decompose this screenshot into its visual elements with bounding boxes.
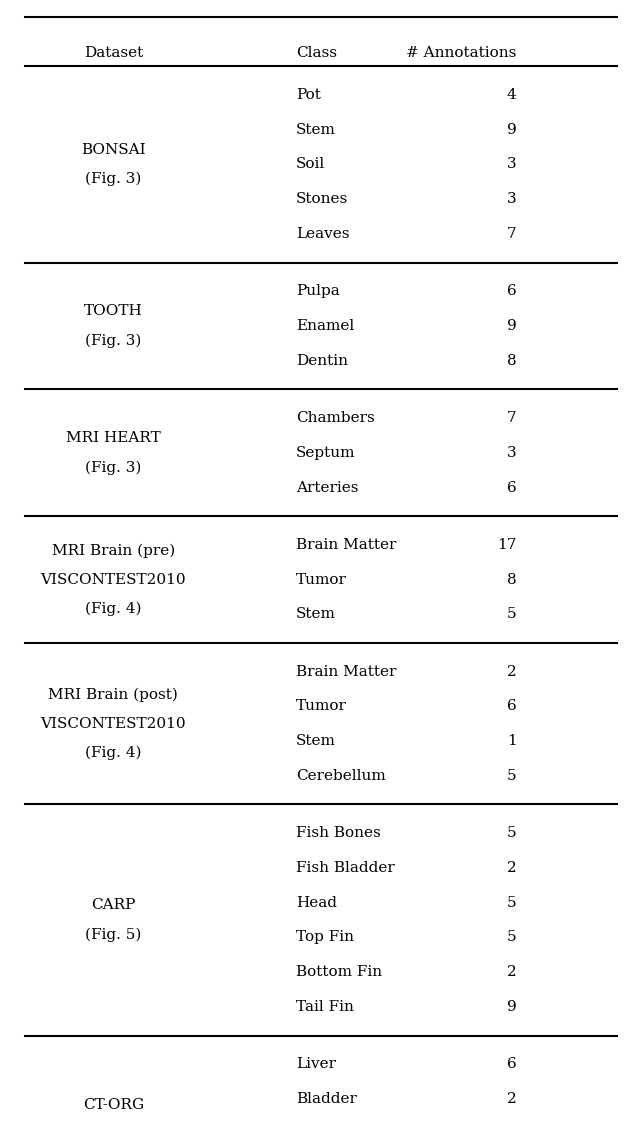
- Text: CT-ORG: CT-ORG: [83, 1097, 144, 1112]
- Text: VISCONTEST2010: VISCONTEST2010: [40, 572, 186, 587]
- Text: 7: 7: [507, 411, 517, 425]
- Text: 5: 5: [507, 769, 517, 783]
- Text: (Fig. 3): (Fig. 3): [85, 333, 142, 348]
- Text: Brain Matter: Brain Matter: [296, 664, 396, 679]
- Text: 3: 3: [507, 445, 517, 460]
- Text: Bottom Fin: Bottom Fin: [296, 965, 382, 980]
- Text: Stem: Stem: [296, 122, 336, 137]
- Text: Dataset: Dataset: [84, 46, 143, 59]
- Text: (Fig. 4): (Fig. 4): [85, 601, 142, 616]
- Text: 7: 7: [507, 227, 517, 241]
- Text: 8: 8: [507, 572, 517, 587]
- Text: Tail Fin: Tail Fin: [296, 1000, 354, 1014]
- Text: 6: 6: [507, 284, 517, 298]
- Text: (Fig. 3): (Fig. 3): [85, 460, 142, 475]
- Text: 17: 17: [497, 537, 517, 552]
- Text: Liver: Liver: [296, 1057, 336, 1072]
- Text: 5: 5: [507, 607, 517, 622]
- Text: 9: 9: [507, 319, 517, 333]
- Text: Tumor: Tumor: [296, 572, 347, 587]
- Text: Class: Class: [296, 46, 337, 59]
- Text: 6: 6: [507, 699, 517, 714]
- Text: (Fig. 5): (Fig. 5): [85, 928, 142, 941]
- Text: 2: 2: [507, 965, 517, 980]
- Text: 8: 8: [507, 353, 517, 368]
- Text: MRI Brain (pre): MRI Brain (pre): [52, 543, 175, 558]
- Text: Bladder: Bladder: [296, 1092, 357, 1106]
- Text: 9: 9: [507, 1000, 517, 1014]
- Text: TOOTH: TOOTH: [84, 304, 143, 319]
- Text: CARP: CARP: [91, 899, 135, 912]
- Text: Chambers: Chambers: [296, 411, 375, 425]
- Text: Leaves: Leaves: [296, 227, 350, 241]
- Text: Stem: Stem: [296, 607, 336, 622]
- Text: 2: 2: [507, 861, 517, 875]
- Text: 4: 4: [507, 88, 517, 102]
- Text: Pulpa: Pulpa: [296, 284, 340, 298]
- Text: Enamel: Enamel: [296, 319, 354, 333]
- Text: 5: 5: [507, 826, 517, 840]
- Text: 5: 5: [507, 895, 517, 910]
- Text: Dentin: Dentin: [296, 353, 348, 368]
- Text: Stem: Stem: [296, 734, 336, 748]
- Text: MRI HEART: MRI HEART: [66, 431, 161, 445]
- Text: Fish Bladder: Fish Bladder: [296, 861, 395, 875]
- Text: Fish Bones: Fish Bones: [296, 826, 381, 840]
- Text: (Fig. 4): (Fig. 4): [85, 746, 142, 760]
- Text: 3: 3: [507, 192, 517, 206]
- Text: Arteries: Arteries: [296, 480, 358, 495]
- Text: 5: 5: [507, 930, 517, 945]
- Text: Stones: Stones: [296, 192, 348, 206]
- Text: (Fig. 3): (Fig. 3): [85, 172, 142, 186]
- Text: Pot: Pot: [296, 88, 321, 102]
- Text: 6: 6: [507, 1057, 517, 1072]
- Text: Brain Matter: Brain Matter: [296, 537, 396, 552]
- Text: 3: 3: [507, 157, 517, 172]
- Text: 9: 9: [507, 122, 517, 137]
- Text: Head: Head: [296, 895, 337, 910]
- Text: MRI Brain (post): MRI Brain (post): [49, 688, 178, 701]
- Text: 1: 1: [507, 734, 517, 748]
- Text: Top Fin: Top Fin: [296, 930, 354, 945]
- Text: Cerebellum: Cerebellum: [296, 769, 386, 783]
- Text: 6: 6: [507, 480, 517, 495]
- Text: VISCONTEST2010: VISCONTEST2010: [40, 717, 186, 730]
- Text: Tumor: Tumor: [296, 699, 347, 714]
- Text: Septum: Septum: [296, 445, 355, 460]
- Text: Soil: Soil: [296, 157, 325, 172]
- Text: 2: 2: [507, 664, 517, 679]
- Text: BONSAI: BONSAI: [81, 142, 146, 157]
- Text: # Annotations: # Annotations: [406, 46, 517, 59]
- Text: 2: 2: [507, 1092, 517, 1106]
